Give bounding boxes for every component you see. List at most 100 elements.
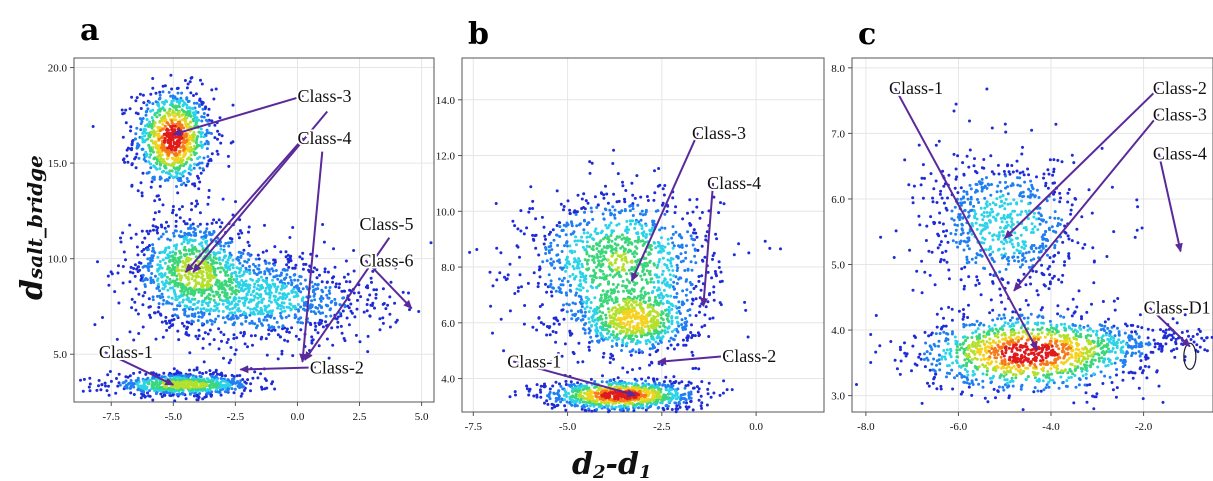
scatter-point	[156, 194, 160, 198]
scatter-point	[296, 303, 300, 306]
scatter-point	[570, 317, 574, 321]
scatter-point	[153, 311, 157, 315]
scatter-point	[369, 276, 373, 280]
x-tick-label: 2.5	[353, 411, 367, 423]
x-tick-label: -5.0	[165, 411, 183, 423]
scatter-point	[221, 310, 225, 313]
scatter-point	[621, 184, 625, 188]
scatter-point	[586, 201, 590, 205]
scatter-point	[252, 285, 256, 289]
scatter-point	[531, 325, 535, 329]
scatter-point	[192, 144, 196, 148]
scatter-point	[346, 304, 350, 308]
scatter-point	[372, 288, 376, 292]
scatter-point	[593, 380, 597, 383]
scatter-point	[336, 315, 340, 319]
scatter-point	[178, 207, 181, 211]
scatter-point	[237, 382, 241, 386]
scatter-point	[552, 260, 556, 264]
scatter-point	[169, 73, 173, 77]
scatter-point	[560, 397, 564, 401]
scatter-point	[691, 353, 695, 357]
scatter-point	[559, 400, 563, 404]
scatter-point	[228, 236, 232, 240]
scatter-point	[162, 371, 166, 375]
scatter-point	[585, 252, 589, 256]
scatter-point	[336, 325, 340, 329]
scatter-point	[309, 310, 313, 313]
scatter-point	[231, 377, 234, 381]
scatter-point	[665, 317, 669, 321]
scatter-point	[288, 298, 292, 302]
scatter-point	[196, 337, 200, 341]
scatter-point	[556, 253, 560, 257]
scatter-point	[192, 150, 196, 154]
scatter-point	[180, 391, 184, 395]
scatter-point	[725, 388, 729, 392]
scatter-point	[700, 325, 704, 329]
scatter-point	[672, 347, 676, 351]
scatter-point	[352, 291, 356, 295]
scatter-point	[176, 304, 180, 308]
scatter-point	[148, 261, 152, 265]
scatter-point	[163, 108, 167, 112]
scatter-point	[650, 360, 653, 364]
scatter-point	[585, 289, 589, 293]
scatter-point	[349, 309, 353, 313]
scatter-point	[615, 200, 619, 204]
scatter-point	[652, 332, 656, 335]
scatter-point	[109, 379, 113, 383]
scatter-point	[195, 368, 199, 372]
scatter-point	[301, 287, 305, 291]
scatter-point	[663, 277, 667, 281]
scatter-point	[148, 120, 151, 124]
scatter-point	[580, 305, 584, 309]
scatter-point	[184, 124, 188, 128]
scatter-point	[208, 318, 212, 322]
scatter-point	[649, 277, 653, 281]
scatter-point	[201, 346, 205, 350]
scatter-point	[170, 296, 174, 300]
scatter-point	[314, 306, 318, 309]
scatter-point	[641, 234, 645, 238]
scatter-point	[191, 107, 195, 111]
scatter-point	[268, 309, 272, 313]
scatter-point	[604, 208, 608, 212]
scatter-point	[207, 195, 211, 199]
scatter-point	[166, 128, 170, 132]
scatter-point	[273, 245, 277, 249]
scatter-point	[324, 320, 328, 324]
scatter-point	[180, 242, 184, 246]
scatter-point	[216, 137, 219, 141]
scatter-point	[680, 302, 684, 306]
scatter-point	[663, 226, 667, 230]
scatter-point	[91, 125, 95, 128]
scatter-point	[675, 255, 679, 258]
scatter-point	[587, 327, 591, 331]
scatter-point	[386, 303, 390, 307]
scatter-point	[676, 266, 680, 270]
scatter-point	[194, 204, 198, 208]
scatter-point	[228, 287, 232, 291]
scatter-point	[178, 301, 182, 305]
scatter-point	[281, 297, 285, 301]
scatter-point	[607, 240, 610, 244]
scatter-point	[625, 341, 629, 345]
scatter-point	[291, 305, 295, 308]
scatter-point	[538, 267, 542, 271]
scatter-point	[218, 225, 222, 229]
scatter-point	[327, 356, 331, 360]
scatter-point	[247, 230, 250, 234]
scatter-point	[277, 325, 281, 329]
scatter-point	[545, 333, 549, 337]
scatter-point	[550, 402, 554, 406]
scatter-point	[81, 389, 85, 393]
scatter-point	[238, 374, 242, 377]
scatter-point	[544, 247, 548, 251]
scatter-point	[194, 274, 198, 278]
scatter-point	[779, 247, 782, 251]
scatter-point	[582, 231, 586, 235]
scatter-point	[146, 257, 150, 261]
scatter-point	[268, 289, 272, 292]
scatter-point	[568, 329, 572, 333]
